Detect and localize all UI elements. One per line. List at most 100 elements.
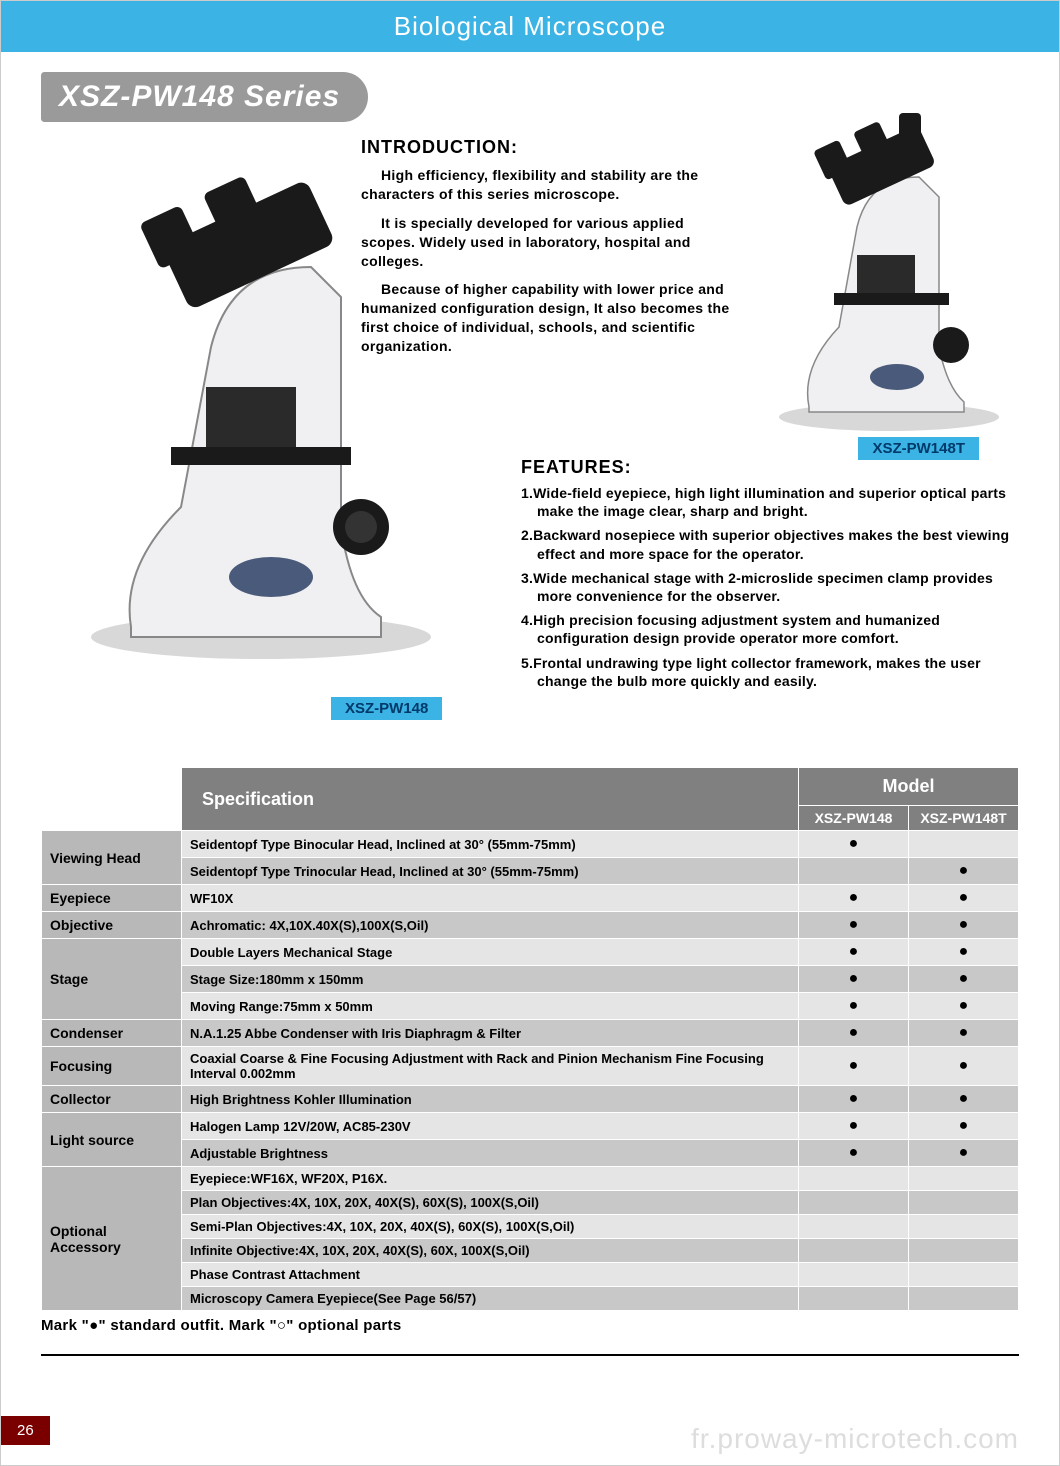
mark-cell: ● xyxy=(799,939,909,966)
model-col-0: XSZ-PW148 xyxy=(799,806,909,831)
value-cell: Phase Contrast Attachment xyxy=(182,1263,799,1287)
value-cell: High Brightness Kohler Illumination xyxy=(182,1086,799,1113)
table-row: Microscopy Camera Eyepiece(See Page 56/5… xyxy=(42,1287,1019,1311)
table-row: CondenserN.A.1.25 Abbe Condenser with Ir… xyxy=(42,1020,1019,1047)
model-col-1: XSZ-PW148T xyxy=(909,806,1019,831)
spec-table: Specification Model XSZ-PW148 XSZ-PW148T… xyxy=(41,767,1019,1311)
spec-header: Specification xyxy=(182,768,799,831)
mark-cell: ● xyxy=(799,831,909,858)
table-row: Viewing HeadSeidentopf Type Binocular He… xyxy=(42,831,1019,858)
category-cell: Optional Accessory xyxy=(42,1167,182,1311)
mark-cell: ● xyxy=(909,858,1019,885)
intro-area: INTRODUCTION: High efficiency, flexibili… xyxy=(41,137,1019,757)
mark-cell: ● xyxy=(909,1047,1019,1086)
table-row: Plan Objectives:4X, 10X, 20X, 40X(S), 60… xyxy=(42,1191,1019,1215)
mark-cell: ● xyxy=(909,966,1019,993)
table-row: StageDouble Layers Mechanical Stage●● xyxy=(42,939,1019,966)
mark-cell: ● xyxy=(909,993,1019,1020)
value-cell: Microscopy Camera Eyepiece(See Page 56/5… xyxy=(182,1287,799,1311)
feature-item: 1.Wide-field eyepiece, high light illumi… xyxy=(521,484,1031,520)
value-cell: Stage Size:180mm x 150mm xyxy=(182,966,799,993)
category-cell: Eyepiece xyxy=(42,885,182,912)
mark-cell xyxy=(909,1191,1019,1215)
value-cell: Plan Objectives:4X, 10X, 20X, 40X(S), 60… xyxy=(182,1191,799,1215)
feature-item: 5.Frontal undrawing type light collector… xyxy=(521,654,1031,690)
table-row: Moving Range:75mm x 50mm●● xyxy=(42,993,1019,1020)
category-cell: Focusing xyxy=(42,1047,182,1086)
mark-cell: ● xyxy=(909,1113,1019,1140)
mark-cell xyxy=(909,831,1019,858)
category-cell: Collector xyxy=(42,1086,182,1113)
mark-cell: ● xyxy=(799,1140,909,1167)
features-heading: FEATURES: xyxy=(521,457,1031,478)
value-cell: Infinite Objective:4X, 10X, 20X, 40X(S),… xyxy=(182,1239,799,1263)
value-cell: Double Layers Mechanical Stage xyxy=(182,939,799,966)
spec-body: Viewing HeadSeidentopf Type Binocular He… xyxy=(42,831,1019,1311)
table-row: Semi-Plan Objectives:4X, 10X, 20X, 40X(S… xyxy=(42,1215,1019,1239)
mark-cell xyxy=(799,1215,909,1239)
table-row: ObjectiveAchromatic: 4X,10X.40X(S),100X(… xyxy=(42,912,1019,939)
category-cell: Condenser xyxy=(42,1020,182,1047)
value-cell: Semi-Plan Objectives:4X, 10X, 20X, 40X(S… xyxy=(182,1215,799,1239)
table-row: Optional AccessoryEyepiece:WF16X, WF20X,… xyxy=(42,1167,1019,1191)
mark-cell: ● xyxy=(799,1086,909,1113)
table-row: Infinite Objective:4X, 10X, 20X, 40X(S),… xyxy=(42,1239,1019,1263)
table-row: Stage Size:180mm x 150mm●● xyxy=(42,966,1019,993)
mark-cell: ● xyxy=(799,1047,909,1086)
value-cell: Coaxial Coarse & Fine Focusing Adjustmen… xyxy=(182,1047,799,1086)
category-cell: Viewing Head xyxy=(42,831,182,885)
microscope-small-image xyxy=(739,107,1019,437)
mark-cell xyxy=(909,1239,1019,1263)
features-block: FEATURES: 1.Wide-field eyepiece, high li… xyxy=(521,457,1031,696)
legend-text: Mark "●" standard outfit. Mark "○" optio… xyxy=(41,1317,1019,1334)
feature-item: 4.High precision focusing adjustment sys… xyxy=(521,611,1031,647)
mark-cell xyxy=(799,858,909,885)
mark-cell xyxy=(909,1167,1019,1191)
mark-cell: ● xyxy=(909,1086,1019,1113)
mark-cell xyxy=(909,1263,1019,1287)
table-row: CollectorHigh Brightness Kohler Illumina… xyxy=(42,1086,1019,1113)
value-cell: N.A.1.25 Abbe Condenser with Iris Diaphr… xyxy=(182,1020,799,1047)
feature-item: 2.Backward nosepiece with superior objec… xyxy=(521,526,1031,562)
table-row: Seidentopf Type Trinocular Head, Incline… xyxy=(42,858,1019,885)
mark-cell xyxy=(799,1239,909,1263)
table-row: EyepieceWF10X●● xyxy=(42,885,1019,912)
mark-cell: ● xyxy=(799,1113,909,1140)
mark-cell: ● xyxy=(909,1140,1019,1167)
table-row: Light sourceHalogen Lamp 12V/20W, AC85-2… xyxy=(42,1113,1019,1140)
mark-cell xyxy=(909,1287,1019,1311)
main-model-label: XSZ-PW148 xyxy=(331,697,442,720)
table-row: Adjustable Brightness●● xyxy=(42,1140,1019,1167)
mark-cell: ● xyxy=(909,939,1019,966)
model-header: Model xyxy=(799,768,1019,806)
feature-item: 3.Wide mechanical stage with 2-microslid… xyxy=(521,569,1031,605)
value-cell: Halogen Lamp 12V/20W, AC85-230V xyxy=(182,1113,799,1140)
mark-cell xyxy=(909,1215,1019,1239)
mark-cell: ● xyxy=(799,993,909,1020)
value-cell: Seidentopf Type Trinocular Head, Incline… xyxy=(182,858,799,885)
mark-cell xyxy=(799,1263,909,1287)
value-cell: WF10X xyxy=(182,885,799,912)
category-cell: Light source xyxy=(42,1113,182,1167)
series-badge: XSZ-PW148 Series xyxy=(41,72,368,122)
watermark: fr.proway-microtech.com xyxy=(691,1423,1019,1455)
value-cell: Achromatic: 4X,10X.40X(S),100X(S,Oil) xyxy=(182,912,799,939)
mark-cell: ● xyxy=(909,885,1019,912)
intro-p1: High efficiency, flexibility and stabili… xyxy=(361,166,731,204)
mark-cell xyxy=(799,1167,909,1191)
category-cell: Stage xyxy=(42,939,182,1020)
mark-cell: ● xyxy=(799,912,909,939)
mark-cell xyxy=(799,1191,909,1215)
value-cell: Eyepiece:WF16X, WF20X, P16X. xyxy=(182,1167,799,1191)
catalog-page: Biological Microscope XSZ-PW148 Series xyxy=(0,0,1060,1466)
table-row: FocusingCoaxial Coarse & Fine Focusing A… xyxy=(42,1047,1019,1086)
footer-line xyxy=(41,1354,1019,1356)
intro-p3: Because of higher capability with lower … xyxy=(361,280,731,356)
mark-cell: ● xyxy=(909,912,1019,939)
value-cell: Adjustable Brightness xyxy=(182,1140,799,1167)
intro-heading: INTRODUCTION: xyxy=(361,137,731,158)
intro-p2: It is specially developed for various ap… xyxy=(361,214,731,271)
value-cell: Seidentopf Type Binocular Head, Inclined… xyxy=(182,831,799,858)
features-list: 1.Wide-field eyepiece, high light illumi… xyxy=(521,484,1031,690)
header-title: Biological Microscope xyxy=(394,11,666,41)
